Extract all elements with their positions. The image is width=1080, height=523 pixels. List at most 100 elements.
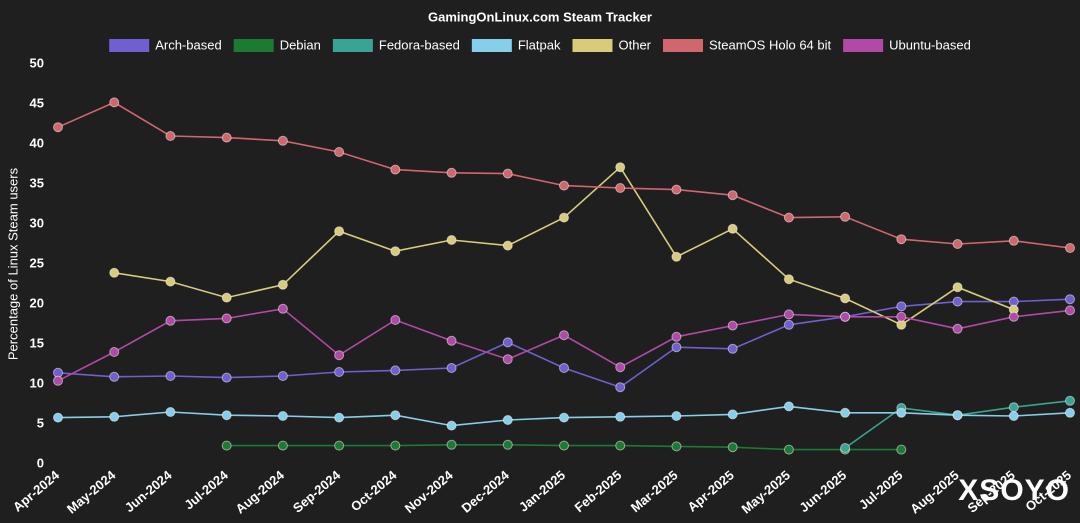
legend-swatch [109,39,150,52]
data-point [1008,235,1019,246]
watermark: XSOYO [958,474,1070,507]
data-point [221,440,232,451]
legend-label: Debian [280,37,321,52]
y-tick-label: 35 [30,175,44,190]
y-tick-label: 5 [37,415,44,430]
legend-swatch [233,39,274,52]
data-point [952,282,963,293]
data-point [446,420,457,431]
legend-label: Arch-based [155,37,221,52]
legend-swatch [843,39,884,52]
y-tick-label: 45 [30,95,44,110]
data-point [446,363,457,373]
legend-swatch [572,39,613,52]
y-tick-label: 50 [30,55,44,70]
legend-item: Ubuntu-based [843,37,971,52]
data-point [840,443,851,453]
data-point [896,444,907,455]
data-point [446,335,457,346]
legend-label: Ubuntu-based [889,37,971,52]
legend-item: Other [572,37,652,52]
data-point [446,439,457,450]
data-point [165,371,176,381]
data-point [671,251,682,262]
data-point [390,164,401,175]
y-tick-label: 25 [30,255,44,270]
legend-swatch [471,39,512,52]
data-point [840,211,851,222]
data-point [783,444,794,455]
data-point [615,362,626,373]
data-point [671,184,682,195]
data-point [390,365,401,376]
data-point [277,135,288,146]
data-point [840,311,851,322]
data-point [727,223,738,234]
data-point [109,411,120,422]
y-tick-label: 0 [37,455,44,470]
data-point [671,441,682,452]
data-point [446,235,457,245]
data-point [896,301,907,312]
data-point [109,267,120,278]
legend-label: Flatpak [518,37,561,52]
data-point [277,440,288,451]
data-point [502,354,513,365]
data-point [221,292,232,303]
data-point [896,234,907,245]
y-axis-label: Percentage of Linux Steam users [5,167,20,360]
data-point [1008,311,1019,322]
legend-label: SteamOS Holo 64 bit [709,37,832,52]
data-point [671,411,682,421]
data-point [952,239,963,249]
data-point [446,167,457,178]
data-point [109,347,120,357]
data-point [334,226,345,237]
data-point [559,330,569,341]
data-point [1065,407,1075,418]
data-point [1065,243,1075,253]
legend-label: Other [618,37,651,52]
data-point [727,343,738,354]
data-point [502,439,513,450]
data-point [952,296,963,307]
data-point [783,274,794,285]
data-point [334,412,345,423]
data-point [615,411,626,422]
y-tick-label: 20 [30,295,44,310]
data-point [502,168,513,179]
data-point [1065,395,1075,406]
data-point [334,147,345,157]
data-point [109,97,120,108]
legend-item: Debian [233,37,321,52]
data-point [671,331,682,342]
data-point [783,212,794,223]
data-point [221,410,232,421]
data-point [165,407,176,417]
data-point [1008,411,1019,421]
data-point [952,323,963,334]
data-point [221,372,232,383]
data-point [727,190,738,201]
data-point [53,375,63,386]
data-point [390,410,401,421]
data-point [840,293,851,304]
legend-item: Flatpak [471,37,561,52]
data-point [559,412,569,423]
data-point [165,315,176,326]
data-point [277,371,288,381]
data-point [783,319,794,330]
data-point [727,409,738,420]
data-point [671,342,682,353]
legend-item: Arch-based [109,37,222,52]
data-point [615,183,626,193]
data-point [783,309,794,320]
data-point [783,401,794,412]
data-point [221,132,232,143]
data-point [615,440,626,451]
data-point [165,131,176,141]
y-tick-label: 30 [30,215,44,230]
data-point [559,180,569,191]
